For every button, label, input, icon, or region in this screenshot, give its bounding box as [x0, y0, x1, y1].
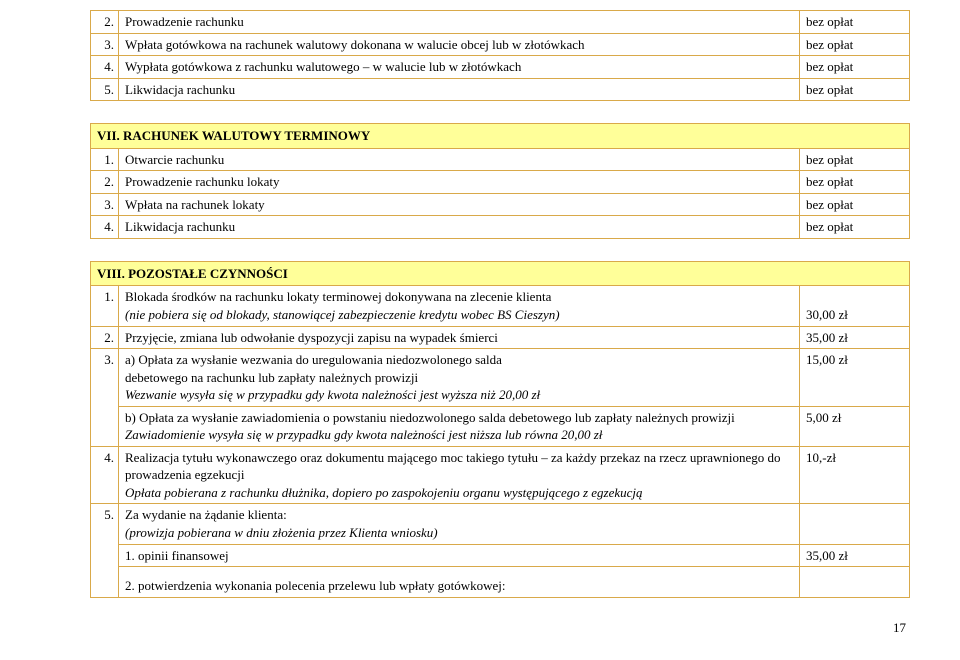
- desc-note: Wezwanie wysyła się w przypadku gdy kwot…: [125, 387, 540, 402]
- table-row: 4. Wypłata gotówkowa z rachunku walutowe…: [91, 56, 910, 79]
- row-value: bez opłat: [800, 33, 910, 56]
- desc-text: Blokada środków na rachunku lokaty termi…: [125, 289, 551, 304]
- row-value: 30,00 zł: [800, 286, 910, 326]
- row-number: 2.: [91, 326, 119, 349]
- row-value: bez opłat: [800, 78, 910, 101]
- row-number: 3.: [91, 193, 119, 216]
- section-header: VIII. POZOSTAŁE CZYNNOŚCI: [91, 261, 910, 286]
- row-number: 3.: [91, 33, 119, 56]
- table-section-viii: VIII. POZOSTAŁE CZYNNOŚCI 1. Blokada śro…: [90, 261, 910, 598]
- section-title: VIII. POZOSTAŁE CZYNNOŚCI: [91, 261, 910, 286]
- row-desc: Prowadzenie rachunku lokaty: [119, 171, 800, 194]
- row-desc: Prowadzenie rachunku: [119, 11, 800, 34]
- table-row: 1. Blokada środków na rachunku lokaty te…: [91, 286, 910, 326]
- table-row: 5. Likwidacja rachunku bez opłat: [91, 78, 910, 101]
- row-value: bez opłat: [800, 216, 910, 239]
- row-number: 4.: [91, 216, 119, 239]
- row-desc: Realizacja tytułu wykonawczego oraz doku…: [119, 446, 800, 504]
- row-number: 5.: [91, 78, 119, 101]
- row-number: 5.: [91, 504, 119, 597]
- row-number: 1.: [91, 286, 119, 326]
- table-row: 3. a) Opłata za wysłanie wezwania do ure…: [91, 349, 910, 407]
- table-row: 2. Przyjęcie, zmiana lub odwołanie dyspo…: [91, 326, 910, 349]
- table-row: 5. Za wydanie na żądanie klienta: (prowi…: [91, 504, 910, 544]
- table-row: 2. potwierdzenia wykonania polecenia prz…: [91, 567, 910, 598]
- desc-text: a) Opłata za wysłanie wezwania do uregul…: [125, 352, 502, 367]
- row-number: 2.: [91, 11, 119, 34]
- desc-text: debetowego na rachunku lub zapłaty należ…: [125, 370, 418, 385]
- row-desc: Otwarcie rachunku: [119, 148, 800, 171]
- table-row: 4. Realizacja tytułu wykonawczego oraz d…: [91, 446, 910, 504]
- page-number: 17: [90, 620, 910, 636]
- row-value: [800, 567, 910, 598]
- row-desc: Blokada środków na rachunku lokaty termi…: [119, 286, 800, 326]
- row-desc: Przyjęcie, zmiana lub odwołanie dyspozyc…: [119, 326, 800, 349]
- row-value: bez opłat: [800, 56, 910, 79]
- row-number: 4.: [91, 56, 119, 79]
- desc-text: b) Opłata za wysłanie zawiadomienia o po…: [125, 410, 735, 425]
- row-value: 5,00 zł: [800, 406, 910, 446]
- row-number: 4.: [91, 446, 119, 504]
- row-value: [800, 504, 910, 544]
- table-row: 2. Prowadzenie rachunku bez opłat: [91, 11, 910, 34]
- row-value: 35,00 zł: [800, 326, 910, 349]
- table-row: 4. Likwidacja rachunku bez opłat: [91, 216, 910, 239]
- row-desc: Wpłata gotówkowa na rachunek walutowy do…: [119, 33, 800, 56]
- desc-note: (prowizja pobierana w dniu złożenia prze…: [125, 525, 438, 540]
- row-value: bez opłat: [800, 11, 910, 34]
- desc-note: (nie pobiera się od blokady, stanowiącej…: [125, 307, 560, 322]
- section-title: VII. RACHUNEK WALUTOWY TERMINOWY: [91, 124, 910, 149]
- table-row: 3. Wpłata na rachunek lokaty bez opłat: [91, 193, 910, 216]
- table-row: 1. opinii finansowej 35,00 zł: [91, 544, 910, 567]
- desc-text: Realizacja tytułu wykonawczego oraz doku…: [125, 450, 781, 483]
- desc-text: Za wydanie na żądanie klienta:: [125, 507, 287, 522]
- desc-note: Zawiadomienie wysyła się w przypadku gdy…: [125, 427, 602, 442]
- row-value: 10,-zł: [800, 446, 910, 504]
- row-desc: Wpłata na rachunek lokaty: [119, 193, 800, 216]
- row-desc: Za wydanie na żądanie klienta: (prowizja…: [119, 504, 800, 544]
- row-value: bez opłat: [800, 148, 910, 171]
- table-section-vii: VII. RACHUNEK WALUTOWY TERMINOWY 1. Otwa…: [90, 123, 910, 239]
- table-row: b) Opłata za wysłanie zawiadomienia o po…: [91, 406, 910, 446]
- row-desc: Likwidacja rachunku: [119, 78, 800, 101]
- value-text: 30,00 zł: [806, 307, 848, 322]
- row-number: 3.: [91, 349, 119, 447]
- desc-note: Opłata pobierana z rachunku dłużnika, do…: [125, 485, 643, 500]
- section-header: VII. RACHUNEK WALUTOWY TERMINOWY: [91, 124, 910, 149]
- row-desc: Wypłata gotówkowa z rachunku walutowego …: [119, 56, 800, 79]
- row-value: bez opłat: [800, 193, 910, 216]
- row-value: bez opłat: [800, 171, 910, 194]
- table-row: 3. Wpłata gotówkowa na rachunek walutowy…: [91, 33, 910, 56]
- table-section-continuation: 2. Prowadzenie rachunku bez opłat 3. Wpł…: [90, 10, 910, 101]
- row-desc: b) Opłata za wysłanie zawiadomienia o po…: [119, 406, 800, 446]
- row-number: 1.: [91, 148, 119, 171]
- row-value: 35,00 zł: [800, 544, 910, 567]
- row-desc: 2. potwierdzenia wykonania polecenia prz…: [119, 567, 800, 598]
- table-row: 2. Prowadzenie rachunku lokaty bez opłat: [91, 171, 910, 194]
- row-desc: a) Opłata za wysłanie wezwania do uregul…: [119, 349, 800, 407]
- row-desc: 1. opinii finansowej: [119, 544, 800, 567]
- row-number: 2.: [91, 171, 119, 194]
- row-desc: Likwidacja rachunku: [119, 216, 800, 239]
- row-value: 15,00 zł: [800, 349, 910, 407]
- table-row: 1. Otwarcie rachunku bez opłat: [91, 148, 910, 171]
